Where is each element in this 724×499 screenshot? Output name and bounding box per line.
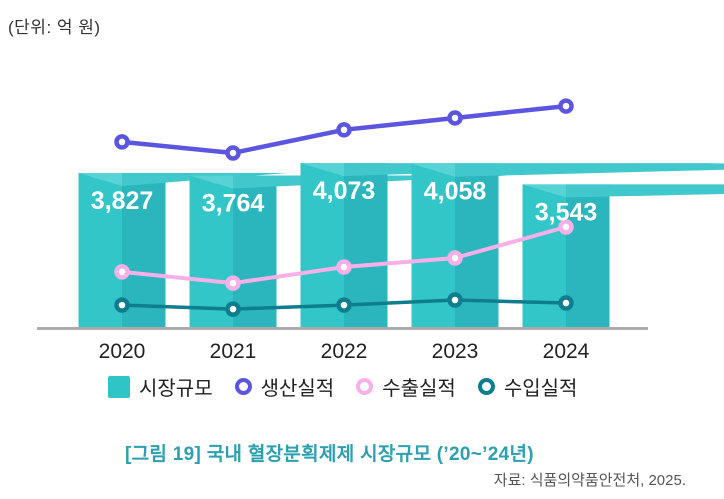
marker-export-2024 xyxy=(558,219,574,235)
x-axis-label-2020: 2020 xyxy=(99,340,146,363)
x-axis-label-2022: 2022 xyxy=(321,340,368,363)
marker-export-2020 xyxy=(114,264,130,280)
marker-export-2023 xyxy=(447,250,463,266)
marker-production-2020 xyxy=(114,134,130,150)
legend-square-icon xyxy=(108,375,130,398)
marker-production-2021 xyxy=(225,145,241,161)
legend-ring-icon xyxy=(356,378,374,395)
bar-value-label-2022: 4,073 xyxy=(313,177,376,205)
marker-import-2022 xyxy=(336,297,352,313)
bar-value-label-2023: 4,058 xyxy=(424,178,487,206)
bar-top-face xyxy=(522,184,566,198)
combo-chart: 3,827 3,764 4,073 4,058 3,543 2020 2021 2022 202… xyxy=(37,98,724,363)
legend: 시장규모 생산실적 수출실적 수입실적 xyxy=(108,372,577,401)
marker-production-2023 xyxy=(447,110,463,126)
bar-top-face xyxy=(78,173,122,187)
marker-production-2024 xyxy=(558,98,574,114)
bar-2021-shade xyxy=(233,175,277,327)
legend-item-export: 수출실적 xyxy=(356,372,456,401)
legend-label: 생산실적 xyxy=(260,378,335,400)
legend-label: 시장규모 xyxy=(139,378,213,400)
marker-import-2021 xyxy=(225,301,241,317)
x-axis-label-2024: 2024 xyxy=(543,340,590,363)
x-axis-label-2021: 2021 xyxy=(210,340,257,363)
legend-item-production: 생산실적 xyxy=(234,372,335,401)
bar-top-face xyxy=(411,163,455,177)
bar-2020-shade xyxy=(122,173,166,327)
marker-import-2024 xyxy=(558,295,574,311)
bar-2022-shade xyxy=(344,163,388,327)
bar-top-face xyxy=(300,163,344,177)
marker-production-2022 xyxy=(336,122,352,138)
bar-value-label-2024: 3,543 xyxy=(535,198,598,226)
bar-2020 xyxy=(78,173,122,327)
marker-export-2021 xyxy=(225,275,241,291)
figure-caption: [그림 19] 국내 혈장분획제제 시장규모 (’20~’24년) xyxy=(125,444,534,465)
bar-top-face xyxy=(455,163,724,177)
legend-ring-icon xyxy=(477,378,495,395)
bar-top-face xyxy=(189,175,233,189)
bar-value-label-2021: 3,764 xyxy=(202,190,265,218)
bar-2021 xyxy=(189,175,233,327)
bar-top-face xyxy=(566,184,724,198)
legend-item-import: 수입실적 xyxy=(477,372,578,401)
x-axis-label-2023: 2023 xyxy=(432,340,479,363)
legend-label: 수입실적 xyxy=(503,378,578,400)
unit-label: (단위: 억 원) xyxy=(8,18,101,37)
marker-import-2020 xyxy=(114,297,130,313)
legend-label: 수출실적 xyxy=(382,378,456,400)
bar-2022 xyxy=(300,163,344,327)
bar-value-label-2020: 3,827 xyxy=(91,187,154,215)
source-note: 자료: 식품의약품안전처, 2025. xyxy=(493,472,686,489)
marker-export-2022 xyxy=(336,259,352,275)
legend-item-market-size: 시장규모 xyxy=(108,372,213,401)
marker-import-2023 xyxy=(447,292,463,308)
legend-ring-icon xyxy=(234,378,252,395)
